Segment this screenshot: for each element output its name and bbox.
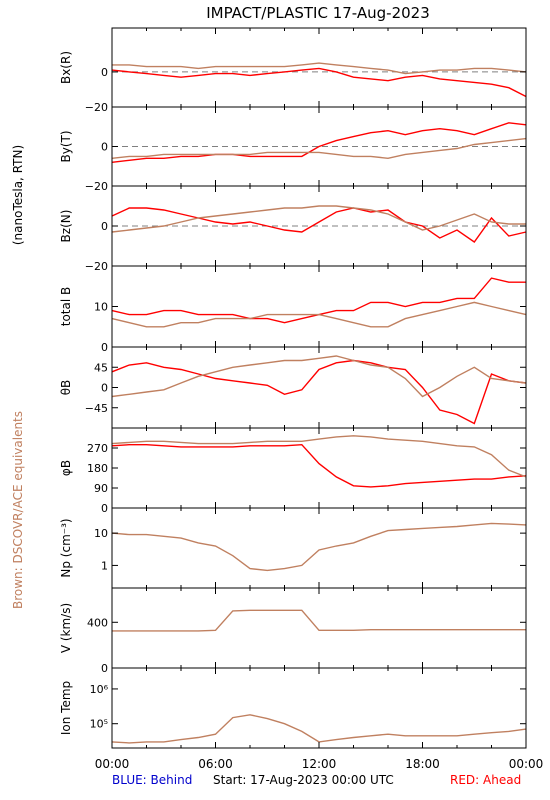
by-series-ahead [111, 122, 527, 163]
panel-phi: 270 180 90 0 φB [59, 427, 527, 515]
temp-series-ace [111, 714, 527, 744]
x-tick-label: 00:00 [509, 757, 544, 771]
y-tick-label: 10 [94, 301, 108, 314]
y-tick-label: 0 [101, 382, 108, 395]
panel-bt: 10 0 total B [59, 265, 527, 354]
bz-ylabel: Bz(N) [59, 210, 73, 243]
y-tick-label: 0 [101, 220, 108, 233]
y-tick-label: 0 [101, 662, 108, 675]
bx-frame [111, 27, 527, 108]
time-axis: 00:00 06:00 12:00 18:00 00:00 [95, 757, 544, 771]
x-tick-label: 00:00 [95, 757, 130, 771]
v-series-ace [112, 609, 526, 632]
x-tick-label: 18:00 [405, 757, 440, 771]
phi-frame [111, 427, 527, 509]
by-ylabel: By(T) [59, 130, 73, 162]
footer-ahead: RED: Ahead [450, 773, 521, 787]
bx-series-ace [112, 62, 527, 75]
y-tick-label: 45 [94, 361, 108, 374]
footer-behind: BLUE: Behind [112, 773, 192, 787]
y-tick-label: −20 [85, 260, 108, 273]
y-tick-label: 400 [87, 616, 108, 629]
theta-series-ace [111, 355, 527, 398]
y-tick-label: 180 [87, 462, 108, 475]
x-tick-label: 12:00 [302, 757, 337, 771]
np-ylabel: Np (cm⁻³) [59, 518, 73, 577]
y-tick-label: −20 [85, 101, 108, 114]
y-tick-label: 10 [94, 527, 108, 540]
panel-temp: 10⁶ 10⁵ Ion Temp [59, 667, 527, 749]
y-tick-label: 0 [101, 341, 108, 354]
phi-ylabel: φB [59, 460, 73, 476]
y-tick-label: −20 [85, 180, 108, 193]
ace-legend-label: Brown: DSCOVR/ACE equivalents [11, 411, 25, 609]
panel-theta: 45 0 −45 θB [59, 346, 527, 429]
units-label: (nanoTesla, RTN) [11, 145, 25, 245]
theta-frame [111, 346, 527, 429]
y-tick-label: 0 [101, 141, 108, 154]
chart-title: IMPACT/PLASTIC 17-Aug-2023 [206, 4, 430, 22]
bz-series-ace [111, 205, 526, 233]
y-tick-label: 1 [101, 559, 108, 572]
v-ylabel: V (km/s) [59, 603, 73, 653]
theta-ylabel: θB [59, 380, 73, 396]
bt-ylabel: total B [59, 287, 73, 327]
np-series-ace [111, 522, 527, 572]
y-tick-label: 10⁶ [90, 683, 109, 696]
y-tick-label: 270 [87, 442, 108, 455]
phi-series-ahead [111, 443, 527, 488]
panel-v: 400 0 V (km/s) [59, 587, 527, 675]
theta-series-ahead [111, 359, 527, 425]
panel-by: 0 −20 By(T) [59, 106, 527, 193]
np-frame [111, 507, 527, 589]
bt-series-ahead [111, 277, 526, 324]
panel-bz: 0 −20 Bz(N) [59, 185, 527, 273]
footer-start: Start: 17-Aug-2023 00:00 UTC [213, 773, 394, 787]
v-frame [111, 587, 527, 669]
panel-bx: 0 −20 Bx(R) [59, 27, 527, 114]
bt-frame [111, 265, 527, 348]
bt-series-ace [111, 301, 527, 328]
temp-frame [111, 667, 527, 749]
x-tick-label: 06:00 [198, 757, 233, 771]
by-series-ace [111, 137, 527, 160]
y-tick-label: 0 [101, 502, 108, 515]
bx-ylabel: Bx(R) [59, 51, 73, 84]
bx-series-ahead [111, 67, 527, 98]
y-tick-label: 90 [94, 482, 108, 495]
panel-np: 10 1 Np (cm⁻³) [59, 507, 527, 589]
bz-series-ahead [111, 207, 527, 243]
y-tick-label: 0 [101, 66, 108, 79]
temp-ylabel: Ion Temp [59, 681, 73, 735]
y-tick-label: 10⁵ [90, 718, 108, 731]
y-tick-label: −45 [85, 402, 108, 415]
phi-series-ace [111, 435, 527, 478]
